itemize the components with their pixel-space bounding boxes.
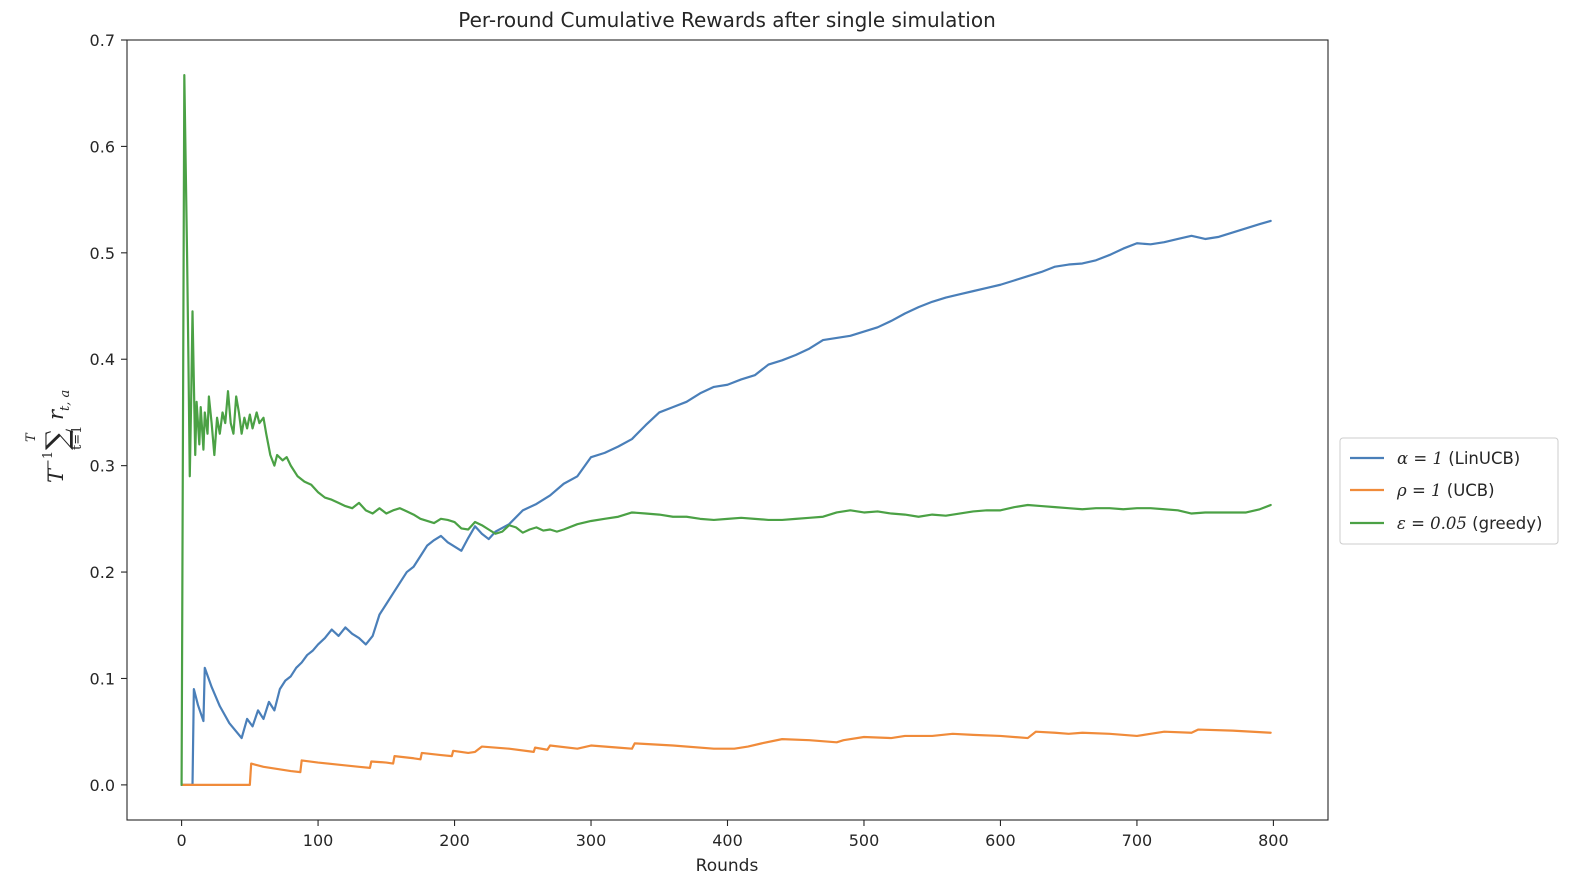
x-tick-label: 600 — [985, 831, 1016, 850]
x-tick-label: 700 — [1122, 831, 1153, 850]
y-axis-title-term-sub: t, a — [58, 390, 73, 411]
y-axis-title-term: r — [44, 408, 68, 420]
x-axis-title: Rounds — [696, 856, 759, 876]
legend: α = 1 (LinUCB) ρ = 1 (UCB) ε = 0.05 (gre… — [1339, 437, 1559, 545]
legend-label-greedy-math: ε = 0.05 — [1397, 514, 1467, 533]
legend-entry-ucb: ρ = 1 (UCB) — [1350, 481, 1495, 500]
chart-title: Per-round Cumulative Rewards after singl… — [458, 8, 996, 32]
y-axis-title-sum: ∑ — [40, 428, 75, 450]
y-tick-label: 0.0 — [90, 776, 115, 795]
plot-background — [127, 40, 1328, 820]
legend-label-greedy: ε = 0.05 (greedy) — [1397, 514, 1542, 533]
x-tick-label: 100 — [303, 831, 334, 850]
y-tick-label: 0.5 — [90, 244, 115, 263]
legend-label-ucb-math: ρ = 1 — [1396, 481, 1442, 500]
x-tick-label: 500 — [849, 831, 880, 850]
legend-entry-greedy: ε = 0.05 (greedy) — [1350, 514, 1542, 533]
y-tick-label: 0.1 — [90, 669, 115, 688]
legend-entry-linucb: α = 1 (LinUCB) — [1350, 449, 1520, 468]
x-axis: 0 100 200 300 400 500 600 700 800 — [176, 820, 1289, 850]
series-line-0 — [180, 219, 1272, 786]
y-tick-label: 0.6 — [90, 137, 115, 156]
plot-area — [127, 40, 1328, 820]
series-line-1 — [180, 728, 1272, 786]
y-tick-label: 0.7 — [90, 31, 115, 50]
y-axis-title-prefix: T — [44, 467, 68, 483]
legend-label-linucb-math: α = 1 — [1397, 449, 1443, 468]
legend-label-ucb-text: (UCB) — [1442, 481, 1495, 500]
y-tick-label: 0.4 — [90, 350, 115, 369]
y-axis-title-exponent: −1 — [41, 451, 56, 470]
legend-label-ucb: ρ = 1 (UCB) — [1396, 481, 1495, 500]
x-tick-label: 0 — [176, 831, 186, 850]
y-tick-label: 0.2 — [90, 563, 115, 582]
y-axis-title-sum-upper: T — [24, 432, 39, 442]
legend-label-linucb-text: (LinUCB) — [1443, 449, 1520, 468]
legend-label-greedy-text: (greedy) — [1467, 514, 1543, 533]
series-layer — [180, 74, 1272, 786]
y-axis-title-sum-lower: t=1 — [70, 426, 85, 450]
y-tick-label: 0.3 — [90, 457, 115, 476]
x-tick-label: 300 — [576, 831, 607, 850]
series-line-2 — [180, 74, 1272, 786]
x-tick-label: 200 — [439, 831, 470, 850]
x-tick-label: 800 — [1258, 831, 1289, 850]
y-axis-title: T −1 ∑ T t=1 r t, a — [24, 390, 85, 483]
x-tick-label: 400 — [712, 831, 743, 850]
y-axis: 0.0 0.1 0.2 0.3 0.4 0.5 0.6 0.7 — [90, 31, 127, 795]
legend-label-linucb: α = 1 (LinUCB) — [1397, 449, 1520, 468]
legend-box — [1339, 437, 1559, 545]
